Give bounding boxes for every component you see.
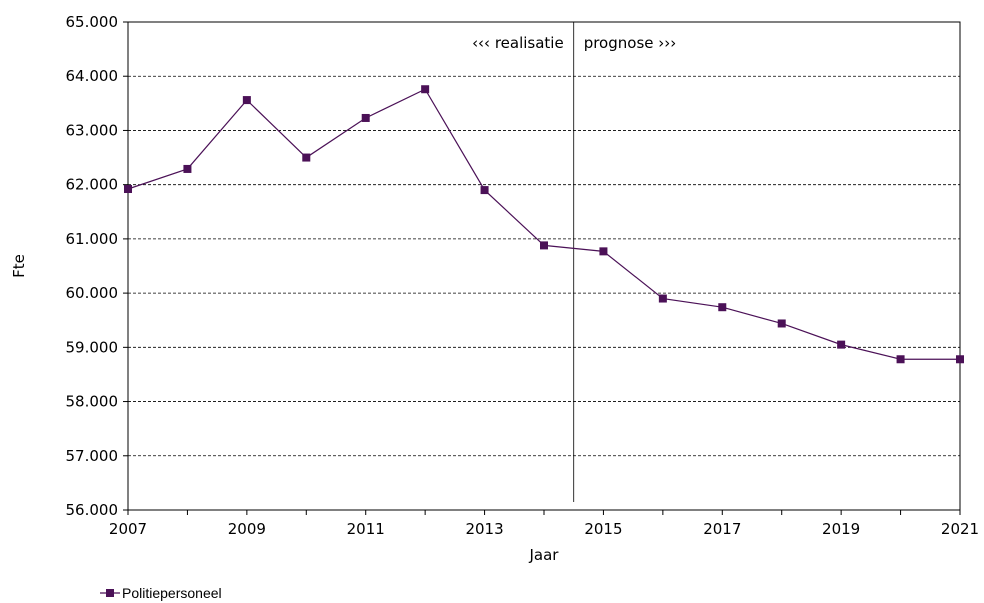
x-tick-label: 2011 [347, 520, 385, 538]
data-point [421, 85, 430, 94]
annotation-prognose: prognose ››› [584, 34, 677, 52]
y-tick-label: 62.000 [66, 176, 119, 194]
x-axis-title: Jaar [529, 546, 560, 564]
y-tick-label: 65.000 [66, 13, 119, 31]
series-layer [124, 85, 964, 364]
series-line [127, 88, 960, 360]
y-tick-label: 58.000 [66, 393, 119, 411]
x-tick-label: 2017 [703, 520, 741, 538]
y-axis-title: Fte [10, 254, 28, 278]
y-tick-label: 56.000 [66, 501, 119, 519]
x-tick-label: 2019 [822, 520, 860, 538]
gridlines [128, 75, 960, 457]
x-tick-label: 2007 [109, 520, 147, 538]
y-tick-label: 57.000 [66, 447, 119, 465]
y-axis-ticks: 56.000 57.000 58.000 59.000 60.000 61.000 62.0… [66, 13, 128, 519]
data-point [718, 303, 727, 312]
data-point [658, 294, 667, 303]
annotation-realisatie: ‹‹‹ realisatie [472, 34, 564, 52]
data-point [361, 113, 370, 122]
data-point [124, 185, 132, 194]
data-point [242, 96, 251, 105]
annotations: ‹‹‹ realisatie prognose ››› [472, 34, 676, 52]
data-point [302, 153, 311, 162]
x-tick-label: 2013 [465, 520, 503, 538]
data-point [599, 247, 608, 256]
data-point [896, 355, 905, 364]
legend-label: Politiepersoneel [122, 585, 222, 601]
data-point [540, 241, 548, 250]
y-tick-label: 61.000 [66, 230, 119, 248]
data-point [956, 355, 964, 364]
x-tick-label: 2021 [941, 520, 979, 538]
data-point [837, 340, 846, 349]
x-axis-ticks: 2007 2009 2011 2013 2015 2017 2019 2021 [109, 510, 979, 538]
x-tick-label: 2009 [228, 520, 266, 538]
y-tick-label: 59.000 [66, 338, 119, 356]
y-tick-label: 64.000 [66, 67, 119, 85]
y-tick-label: 63.000 [66, 121, 119, 139]
plot-area [127, 21, 961, 511]
x-tick-label: 2015 [584, 520, 622, 538]
y-tick-label: 60.000 [66, 284, 119, 302]
legend-marker [106, 589, 114, 597]
data-point [777, 319, 786, 328]
legend: Politiepersoneel [100, 585, 222, 601]
data-point [480, 186, 489, 195]
data-point [183, 164, 192, 173]
